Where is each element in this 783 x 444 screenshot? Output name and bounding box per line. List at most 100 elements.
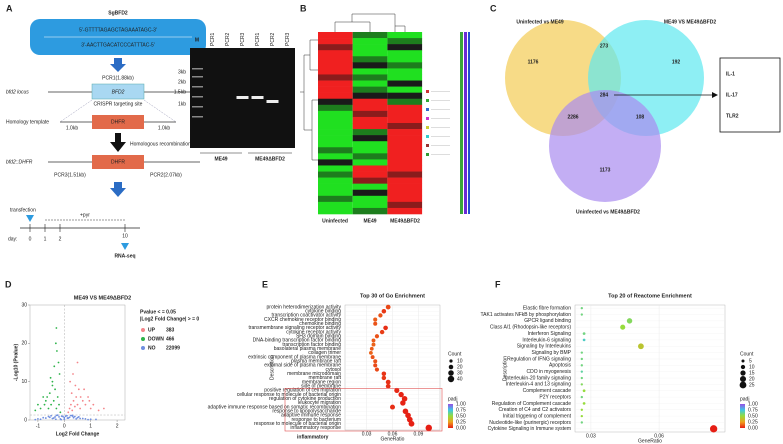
legend-label: 25	[749, 382, 755, 388]
dot	[369, 346, 374, 351]
dot	[400, 400, 406, 406]
point	[77, 388, 80, 391]
dot	[373, 363, 378, 368]
panel-label: E	[262, 279, 268, 289]
chart-title: ME49 VS ME49ΔBFD2	[74, 295, 131, 301]
dot	[709, 425, 718, 433]
category-label: Interleukin-6 signaling	[522, 337, 571, 343]
heat-cell	[352, 86, 388, 93]
heat-cell	[318, 123, 353, 130]
point	[76, 361, 79, 364]
x-tick-label: 0.03	[586, 433, 596, 439]
dhfr-label: DHFR	[111, 119, 125, 125]
dot	[381, 371, 387, 377]
point	[72, 399, 75, 402]
legend-label: 0.50	[456, 413, 466, 419]
dot	[408, 420, 415, 427]
heat-cell	[352, 129, 388, 136]
panel-c: C Uninfected vs ME49 ME49 VS ME49ΔBFD2 U…	[490, 3, 781, 215]
heat-cell	[352, 147, 388, 154]
point	[39, 407, 42, 410]
ladder-band	[192, 96, 203, 98]
category-label: chemokine binding	[299, 321, 341, 327]
dot	[580, 395, 583, 399]
result-label: bfd2::DHFR	[6, 159, 33, 165]
panel-label: C	[490, 3, 497, 13]
lane-label: PCR1	[255, 32, 261, 46]
point	[34, 409, 37, 412]
heat-cell	[318, 80, 353, 87]
heat-cell	[352, 189, 388, 197]
point	[55, 407, 58, 410]
heat-cell	[318, 38, 353, 45]
dot	[582, 389, 586, 393]
heat-cell	[352, 74, 388, 81]
category-label: positive regulation of cell migration	[264, 388, 341, 394]
point	[39, 418, 42, 421]
legend-label: 0.25	[456, 419, 466, 425]
point	[51, 380, 54, 383]
dot	[582, 332, 586, 335]
marker-label: M	[195, 37, 199, 43]
heat-cell	[387, 135, 423, 142]
point	[52, 399, 55, 402]
heat-cell	[352, 110, 388, 118]
legend-dot	[740, 364, 746, 370]
pyr-label: +pyr	[80, 212, 90, 218]
heat-cell	[387, 141, 423, 148]
heat-cell	[352, 116, 388, 124]
chart-title: Top 30 of Go Enrichment	[360, 293, 425, 299]
legend-label: UP	[148, 327, 156, 333]
category-label: Regulation of Complement cascade	[492, 401, 571, 407]
legend-label: DOWN	[148, 336, 164, 342]
heat-cell	[387, 123, 423, 130]
legend-key	[426, 108, 429, 111]
heat-cell	[387, 62, 423, 69]
arrow	[110, 182, 126, 197]
point	[49, 376, 52, 379]
y-axis-label: -Log10 (Pvalue)	[13, 344, 19, 382]
category-label: external side of plasma membrane	[264, 363, 341, 369]
y-tick-label: 0	[24, 417, 27, 423]
category-label: Cytokine Signaling in Immune system	[488, 426, 571, 432]
dot	[390, 404, 395, 410]
heat-cell	[318, 68, 353, 75]
heat-cell	[387, 171, 423, 178]
heat-cell	[318, 44, 353, 51]
legend-label: 10	[749, 364, 755, 370]
size-label: 1kb	[178, 101, 186, 107]
dhfr-label: DHFR	[111, 159, 125, 165]
heat-cell	[352, 141, 388, 148]
y-tick-label: 30	[21, 302, 27, 308]
point	[59, 411, 62, 414]
sample-label: ME49ΔBFD2	[390, 218, 420, 224]
dendrogram	[300, 39, 318, 161]
sample-label: Uninfected	[322, 218, 348, 224]
venn-count: 192	[672, 59, 681, 65]
legend-dot	[739, 381, 747, 389]
heat-cell	[387, 189, 423, 197]
legend-label: 40	[457, 376, 463, 382]
legend-label: 0.25	[748, 419, 758, 425]
category-label: CDO in myogenesis	[527, 369, 572, 375]
dot	[381, 308, 387, 314]
category-label: plasma membrane raft	[291, 359, 342, 365]
point	[75, 396, 78, 398]
point	[97, 409, 100, 412]
heat-cell	[318, 153, 353, 160]
legend-label: 0.00	[748, 425, 758, 431]
arm-label: 1.0kb	[158, 125, 170, 131]
annotation-bar	[460, 32, 463, 214]
lane-label: PCR3	[240, 32, 246, 46]
ladder-band	[192, 106, 203, 108]
dot	[402, 408, 409, 415]
heat-cell	[318, 62, 353, 69]
point	[51, 417, 54, 420]
heat-cell	[352, 135, 388, 142]
heat-cell	[387, 195, 423, 203]
heat-cell	[387, 165, 423, 172]
legend-label: 1.00	[456, 401, 466, 407]
transfection-label: transfection	[10, 207, 36, 213]
heat-cell	[318, 135, 353, 142]
point	[64, 415, 67, 418]
